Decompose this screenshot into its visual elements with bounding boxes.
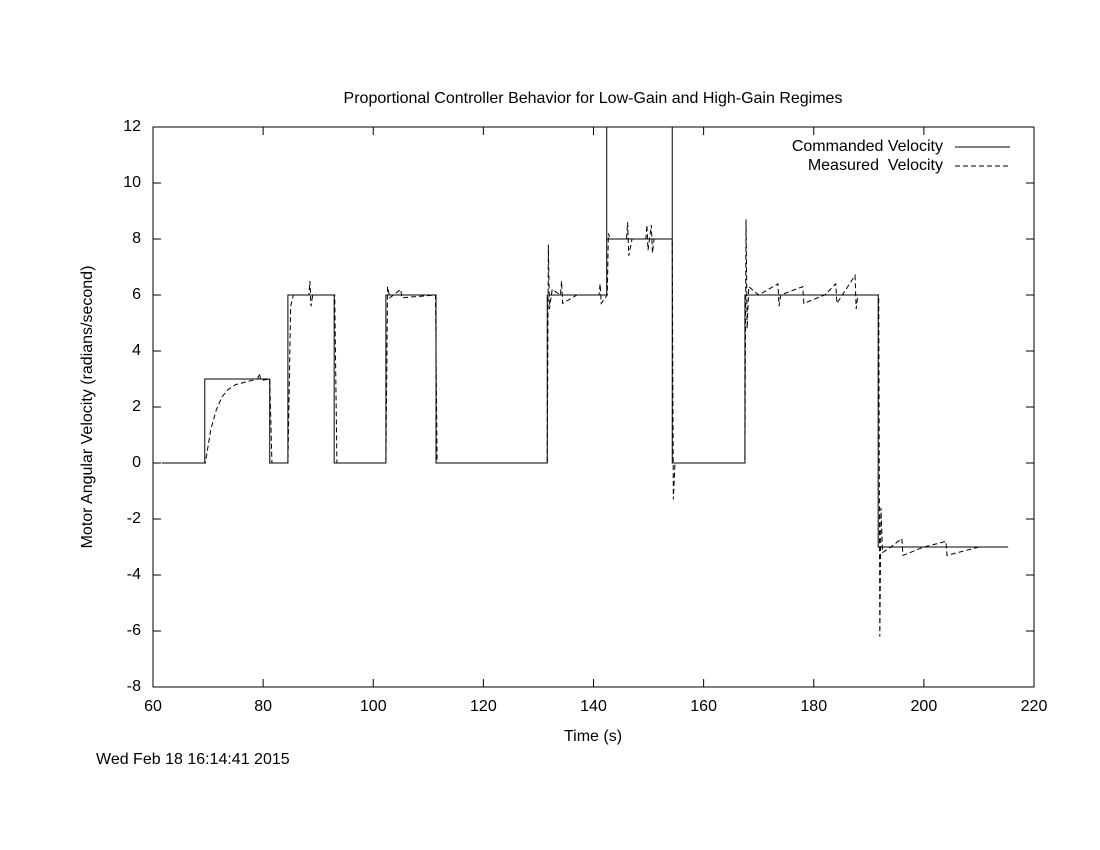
x-tick-label: 60 bbox=[144, 698, 162, 715]
legend-label: Commanded Velocity bbox=[792, 138, 943, 155]
y-tick-label: -2 bbox=[127, 510, 141, 527]
y-tick-label: -4 bbox=[127, 566, 141, 583]
x-tick-label: 80 bbox=[254, 698, 272, 715]
x-tick-label: 160 bbox=[690, 698, 717, 715]
legend-label: Measured Velocity bbox=[808, 157, 943, 174]
y-tick-label: 4 bbox=[132, 342, 141, 359]
y-tick-label: 2 bbox=[132, 398, 141, 415]
series-line bbox=[161, 219, 1009, 637]
y-tick-label: 10 bbox=[123, 174, 141, 191]
x-tick-label: 140 bbox=[580, 698, 607, 715]
x-tick-label: 100 bbox=[360, 698, 387, 715]
timestamp: Wed Feb 18 16:14:41 2015 bbox=[96, 751, 290, 768]
y-tick-label: 8 bbox=[132, 230, 141, 247]
y-tick-label: -8 bbox=[127, 678, 141, 695]
x-tick-label: 220 bbox=[1021, 698, 1048, 715]
y-tick-label: 12 bbox=[123, 118, 141, 135]
x-tick-label: 120 bbox=[470, 698, 497, 715]
x-axis-label: Time (s) bbox=[564, 728, 622, 745]
plot-frame bbox=[152, 126, 1035, 688]
y-tick-label: 0 bbox=[132, 454, 141, 471]
y-tick-label: 6 bbox=[132, 286, 141, 303]
x-tick-label: 180 bbox=[800, 698, 827, 715]
chart-title: Proportional Controller Behavior for Low… bbox=[344, 90, 843, 107]
x-tick-label: 200 bbox=[911, 698, 938, 715]
y-tick-label: -6 bbox=[127, 622, 141, 639]
y-axis-label: Motor Angular Velocity (radians/second) bbox=[79, 266, 96, 549]
